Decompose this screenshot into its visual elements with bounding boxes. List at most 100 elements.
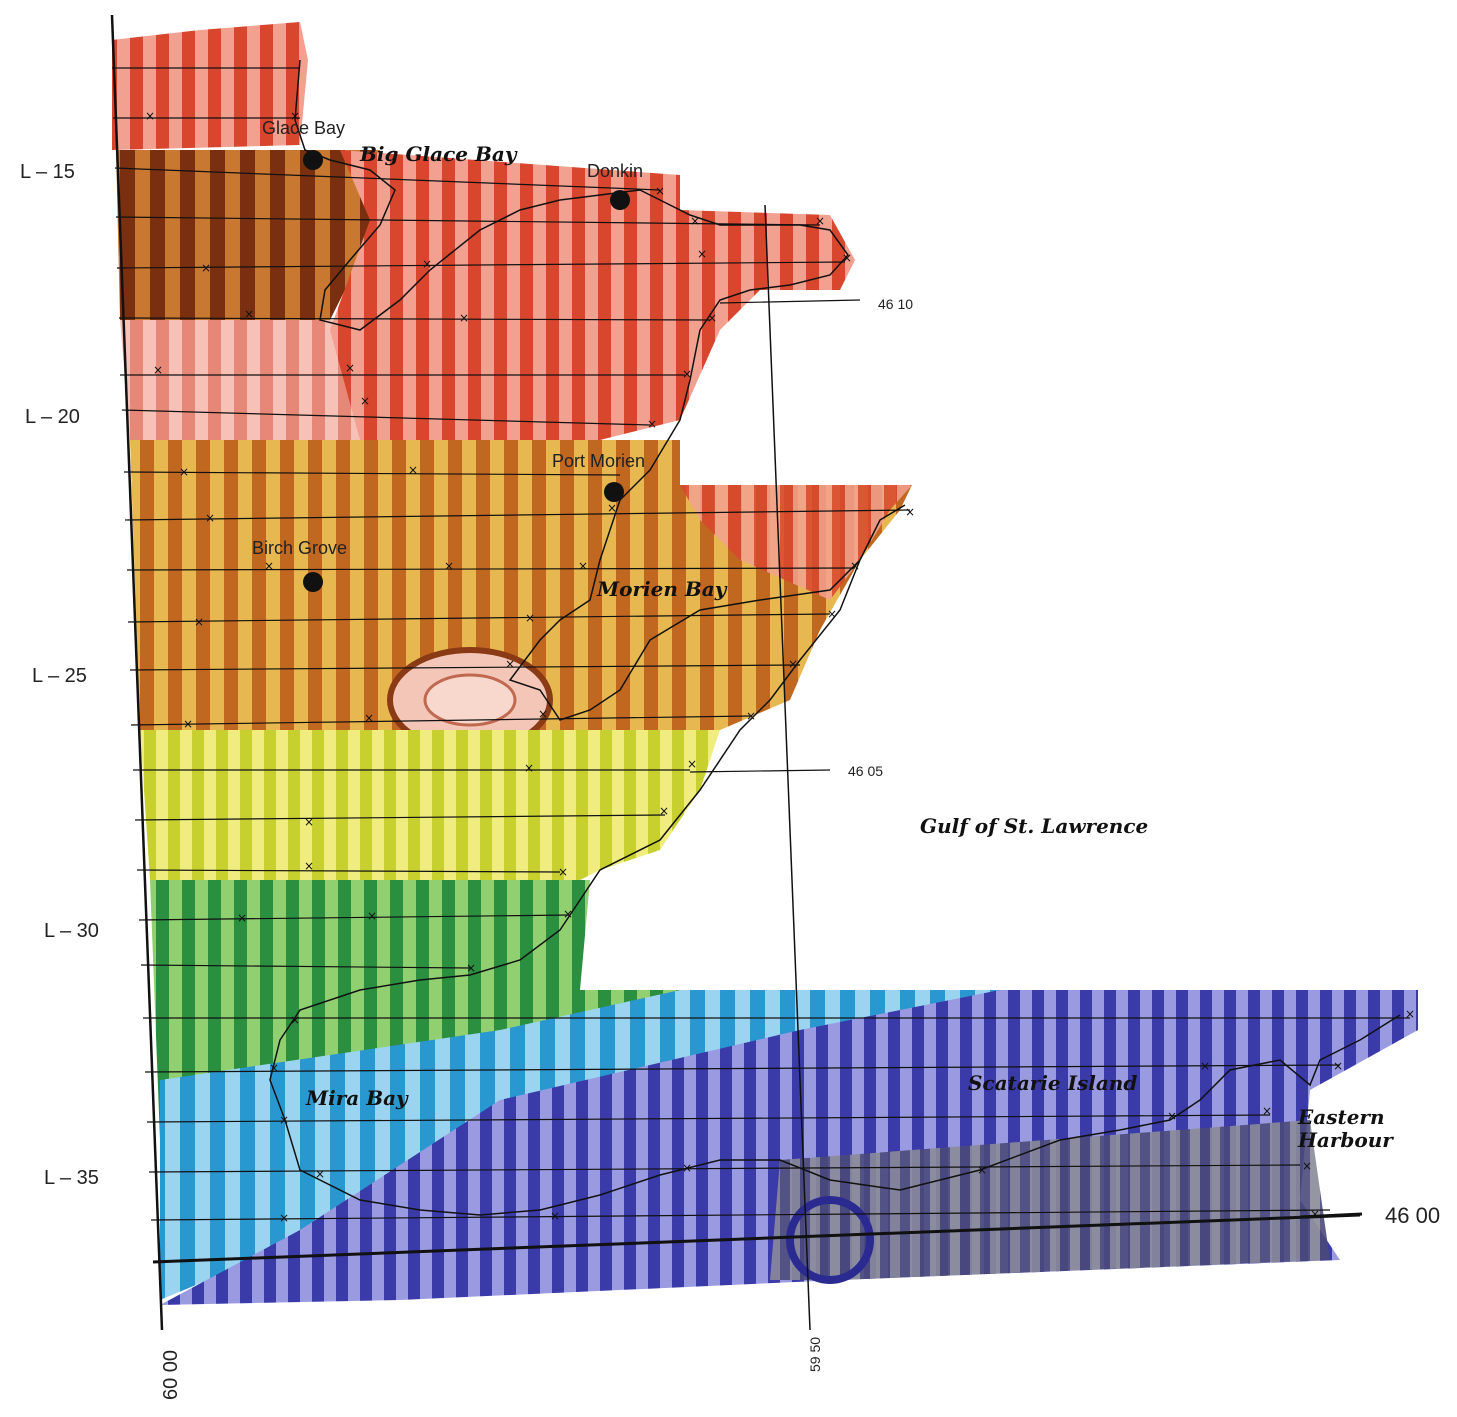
svg-text:×: ×	[815, 214, 825, 228]
svg-text:×: ×	[655, 184, 665, 198]
svg-text:×: ×	[538, 707, 548, 721]
birch-grove-dot	[303, 572, 323, 592]
svg-text:×: ×	[304, 815, 314, 829]
place-label-donkin: Donkin	[587, 161, 643, 181]
svg-text:×: ×	[205, 511, 215, 525]
zone-high-core	[423, 673, 517, 727]
longitude-label: 59 50	[807, 1337, 823, 1372]
svg-text:×: ×	[153, 363, 163, 377]
svg-text:×: ×	[558, 865, 568, 879]
svg-text:×: ×	[194, 615, 204, 629]
line-label: L – 25	[32, 665, 87, 687]
svg-text:×: ×	[746, 709, 756, 723]
flight-lines	[112, 67, 1410, 1221]
svg-text:×: ×	[1167, 1109, 1177, 1123]
svg-text:×: ×	[1333, 1059, 1343, 1073]
svg-text:×: ×	[1302, 1159, 1312, 1173]
svg-text:×: ×	[459, 311, 469, 325]
svg-text:×: ×	[682, 367, 692, 381]
zone-pink-west	[120, 320, 360, 440]
donkin-dot	[610, 190, 630, 210]
water-label-scatarie-island: Scatarie Island	[968, 1071, 1137, 1095]
svg-text:×: ×	[905, 505, 915, 519]
glace-bay-dot	[303, 150, 323, 170]
svg-text:×: ×	[145, 109, 155, 123]
latitude-label: 46 05	[848, 763, 883, 779]
svg-text:×: ×	[201, 261, 211, 275]
water-label-mira-bay: Mira Bay	[305, 1086, 409, 1110]
zone-brown-glace	[116, 150, 380, 320]
svg-text:×: ×	[563, 907, 573, 921]
svg-text:×: ×	[304, 859, 314, 873]
svg-text:×: ×	[690, 214, 700, 228]
parallel-46-00	[1299, 1212, 1363, 1219]
svg-text:×: ×	[179, 465, 189, 479]
svg-text:×: ×	[977, 1163, 987, 1177]
svg-text:×: ×	[524, 761, 534, 775]
svg-text:×: ×	[279, 1211, 289, 1225]
svg-text:×: ×	[1310, 1207, 1320, 1221]
longitude-label: 60 00	[160, 1350, 182, 1400]
svg-text:×: ×	[183, 717, 193, 731]
latitude-label: 46 10	[878, 296, 913, 312]
svg-text:×: ×	[244, 307, 254, 321]
svg-text:×: ×	[659, 804, 669, 818]
svg-text:×: ×	[647, 417, 657, 431]
svg-text:×: ×	[525, 611, 535, 625]
svg-text:×: ×	[682, 1161, 692, 1175]
line-label: L – 30	[44, 920, 99, 942]
place-label-glace-bay: Glace Bay	[262, 118, 345, 138]
svg-text:×: ×	[444, 559, 454, 573]
svg-text:×: ×	[364, 711, 374, 725]
parallel-46-10	[719, 299, 861, 304]
svg-text:×: ×	[1200, 1059, 1210, 1073]
coastline	[269, 59, 1401, 1216]
svg-text:×: ×	[367, 909, 377, 923]
flight-line-thick	[152, 1213, 1361, 1264]
water-label-big-glace-bay: Big Glace Bay	[359, 142, 518, 166]
svg-text:×: ×	[850, 559, 860, 573]
svg-text:×: ×	[422, 257, 432, 271]
svg-text:×: ×	[408, 463, 418, 477]
zone-gray-east	[770, 1120, 1330, 1280]
water-label-morien-bay: Morien Bay	[596, 577, 728, 601]
latitude-label: 46 00	[1385, 1203, 1440, 1228]
svg-text:×: ×	[550, 1209, 560, 1223]
svg-text:×: ×	[290, 109, 300, 123]
line-label: L – 35	[44, 1167, 99, 1189]
zone-purple-bullseye	[786, 1196, 874, 1284]
svg-text:×: ×	[1405, 1007, 1415, 1021]
zone-red-porthigh	[680, 485, 912, 600]
svg-text:×: ×	[607, 501, 617, 515]
water-label-eastern: Eastern	[1297, 1105, 1385, 1129]
svg-text:×: ×	[842, 251, 852, 265]
svg-text:×: ×	[1262, 1104, 1272, 1118]
port-morien-dot	[604, 482, 624, 502]
zone-red-donkin	[330, 150, 855, 440]
line-label: L – 15	[20, 161, 75, 183]
place-label-birch-grove: Birch Grove	[252, 538, 347, 558]
svg-text:×: ×	[315, 1167, 325, 1181]
svg-text:×: ×	[360, 394, 370, 408]
zone-yellow	[140, 730, 720, 880]
svg-text:×: ×	[827, 607, 837, 621]
svg-text:×: ×	[707, 311, 717, 325]
svg-text:×: ×	[505, 657, 515, 671]
svg-text:×: ×	[578, 559, 588, 573]
water-label-gulf: Gulf of St. Lawrence	[920, 814, 1148, 838]
axis-west-60-00	[110, 14, 164, 1331]
survey-markers: × × × × × × × × × × × × × × × × × × × × …	[145, 109, 1415, 1225]
svg-text:×: ×	[697, 247, 707, 261]
svg-text:×: ×	[237, 911, 247, 925]
line-labels: L – 15 L – 20 L – 25 L – 30 L – 35	[20, 161, 99, 1189]
svg-text:×: ×	[264, 559, 274, 573]
svg-text:×: ×	[279, 1113, 289, 1127]
parallel-46-05	[689, 769, 831, 773]
water-label-harbour: Harbour	[1297, 1128, 1394, 1152]
svg-text:×: ×	[466, 961, 476, 975]
svg-text:×: ×	[788, 657, 798, 671]
svg-text:×: ×	[687, 757, 697, 771]
svg-text:×: ×	[345, 361, 355, 375]
svg-text:×: ×	[290, 1013, 300, 1027]
